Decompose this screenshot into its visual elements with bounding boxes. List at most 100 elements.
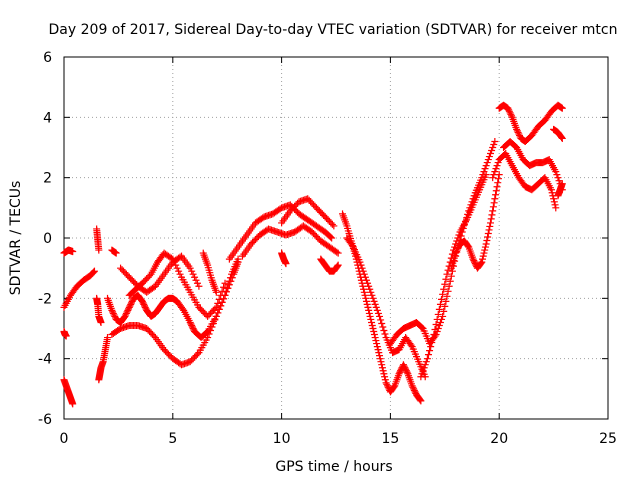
y-tick-label: 6: [43, 50, 52, 66]
data-point: [484, 229, 492, 237]
data-point: [327, 233, 335, 241]
data-point: [365, 309, 373, 317]
data-point: [224, 284, 232, 292]
data-point: [489, 174, 497, 182]
data-point: [411, 388, 419, 396]
data-point: [188, 267, 196, 275]
data-point: [379, 323, 387, 331]
data-point: [455, 243, 463, 251]
data-point: [464, 242, 472, 250]
data-point: [357, 261, 365, 269]
data-point: [504, 104, 512, 112]
data-point: [211, 316, 219, 324]
series-s4: [60, 267, 98, 311]
series-s1: [60, 376, 77, 408]
data-point: [189, 270, 197, 278]
data-point: [379, 367, 387, 375]
data-point: [553, 171, 561, 179]
data-point: [513, 125, 521, 133]
data-point: [452, 249, 460, 257]
x-tick-label: 20: [490, 431, 508, 447]
data-point: [366, 312, 374, 320]
data-point: [188, 321, 196, 329]
data-point: [187, 320, 195, 328]
data-point: [330, 222, 338, 230]
data-point: [486, 219, 494, 227]
data-point: [421, 361, 429, 369]
data-point: [211, 305, 219, 313]
data-point: [370, 331, 378, 339]
data-point: [454, 245, 462, 253]
data-point: [550, 195, 558, 203]
data-point: [552, 204, 560, 212]
data-point: [220, 283, 228, 291]
data-point: [487, 215, 495, 223]
data-point: [505, 106, 513, 114]
data-point: [410, 385, 418, 393]
data-point: [334, 261, 342, 269]
data-point: [419, 367, 427, 375]
data-point: [481, 165, 489, 173]
data-point: [439, 290, 447, 298]
data-point: [375, 349, 383, 357]
data-point: [378, 319, 386, 327]
data-point: [429, 335, 437, 343]
series-s16: [278, 195, 338, 230]
data-point: [436, 318, 444, 326]
data-point: [376, 352, 384, 360]
data-point: [372, 303, 380, 311]
data-point: [380, 370, 388, 378]
data-point: [371, 334, 379, 342]
data-point: [141, 303, 149, 311]
data-point: [551, 201, 559, 209]
y-axis-label: SDTVAR / TECUs: [8, 181, 24, 296]
data-point: [422, 358, 430, 366]
data-point: [221, 279, 229, 287]
data-point: [193, 279, 201, 287]
series-s27: [550, 125, 566, 142]
data-point: [208, 323, 216, 331]
data-point: [447, 272, 455, 280]
data-point: [360, 270, 368, 278]
series-s2: [60, 246, 77, 257]
data-point: [434, 310, 442, 318]
data-point: [368, 291, 376, 299]
data-point: [440, 307, 448, 315]
x-tick-label: 15: [381, 431, 399, 447]
series-s24: [495, 101, 566, 145]
data-point: [358, 264, 366, 272]
data-point: [356, 258, 364, 266]
y-tick-label: 0: [43, 231, 52, 247]
data-point: [558, 133, 566, 141]
data-point: [104, 334, 112, 342]
data-point: [442, 297, 450, 305]
series-s13: [199, 249, 220, 296]
data-point: [490, 140, 498, 148]
series-s26: [489, 150, 560, 212]
data-point: [234, 258, 242, 266]
series-s22: [417, 171, 490, 381]
data-point: [361, 291, 369, 299]
data-point: [97, 318, 105, 326]
data-point: [420, 364, 428, 372]
data-point: [139, 299, 147, 307]
data-point: [552, 168, 560, 176]
data-point: [486, 222, 494, 230]
series-s6: [95, 334, 112, 384]
grid-layer: [64, 57, 608, 419]
data-point: [482, 171, 490, 179]
data-point: [507, 110, 515, 118]
tick-layer: 0 5 10 15 20 25 -6 -4 -2 0 2 4 6: [38, 50, 617, 447]
data-point: [418, 323, 426, 331]
data-point: [516, 131, 524, 139]
data-point: [491, 137, 499, 145]
data-point: [453, 237, 461, 245]
data-point: [218, 287, 226, 295]
data-point: [483, 159, 491, 167]
data-point: [402, 365, 410, 373]
data-point: [481, 243, 489, 251]
data-point: [204, 334, 212, 342]
data-point: [483, 237, 491, 245]
data-point: [514, 128, 522, 136]
